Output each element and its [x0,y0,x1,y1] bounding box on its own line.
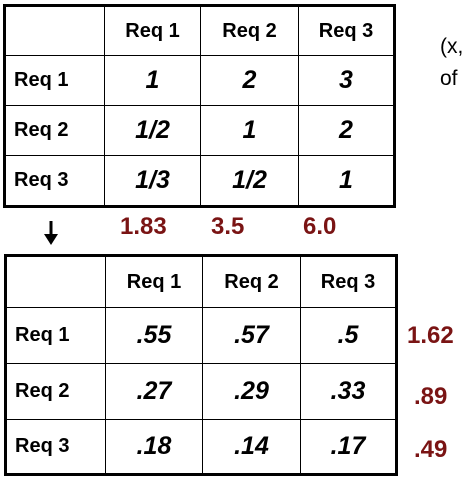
matrix-cell: .17 [300,419,397,475]
matrix-cell: .29 [202,363,301,420]
column-header: Req 3 [300,255,397,308]
row-header: Req 2 [5,363,106,420]
row-sum: 1.62 [407,322,454,349]
matrix-cell: .14 [202,419,301,475]
matrix-cell: 2 [200,55,299,106]
row-header: Req 1 [5,307,106,364]
matrix-cell: 3 [298,55,395,106]
corner-cell [4,5,105,56]
row-sum: .89 [414,383,448,410]
column-header: Req 1 [105,255,203,308]
matrix-cell: 1/3 [104,155,201,207]
side-text: (x, [440,35,464,58]
row-sum: .49 [414,436,448,463]
matrix-cell: .57 [202,307,301,364]
matrix-cell: 1 [298,155,395,207]
row-header: Req 1 [4,55,105,106]
column-header: Req 2 [200,5,299,56]
matrix-cell: .18 [105,419,203,475]
matrix-cell: .5 [300,307,397,364]
matrix-cell: .27 [105,363,203,420]
matrix-cell: 1/2 [104,105,201,156]
column-sum: 6.0 [303,213,337,240]
matrix-cell: 2 [298,105,395,156]
matrix-cell: .33 [300,363,397,420]
corner-cell [5,255,106,308]
normalized-matrix: Req 1 Req 2 Req 3 Req 1 .55 .57 .5 Req 2… [4,254,398,476]
row-header: Req 3 [5,419,106,475]
row-header: Req 3 [4,155,105,207]
column-sum: 1.83 [120,213,167,240]
matrix-cell: 1 [104,55,201,106]
pairwise-comparison-matrix: Req 1 Req 2 Req 3 Req 1 1 2 3 Req 2 1/2 … [3,4,396,208]
matrix-cell: .55 [105,307,203,364]
column-header: Req 2 [202,255,301,308]
row-header: Req 2 [4,105,105,156]
side-text: of [440,67,458,90]
column-sum: 3.5 [211,213,245,240]
arrow-down-icon [44,221,58,245]
column-header: Req 3 [298,5,395,56]
column-header: Req 1 [104,5,201,56]
matrix-cell: 1/2 [200,155,299,207]
matrix-cell: 1 [200,105,299,156]
